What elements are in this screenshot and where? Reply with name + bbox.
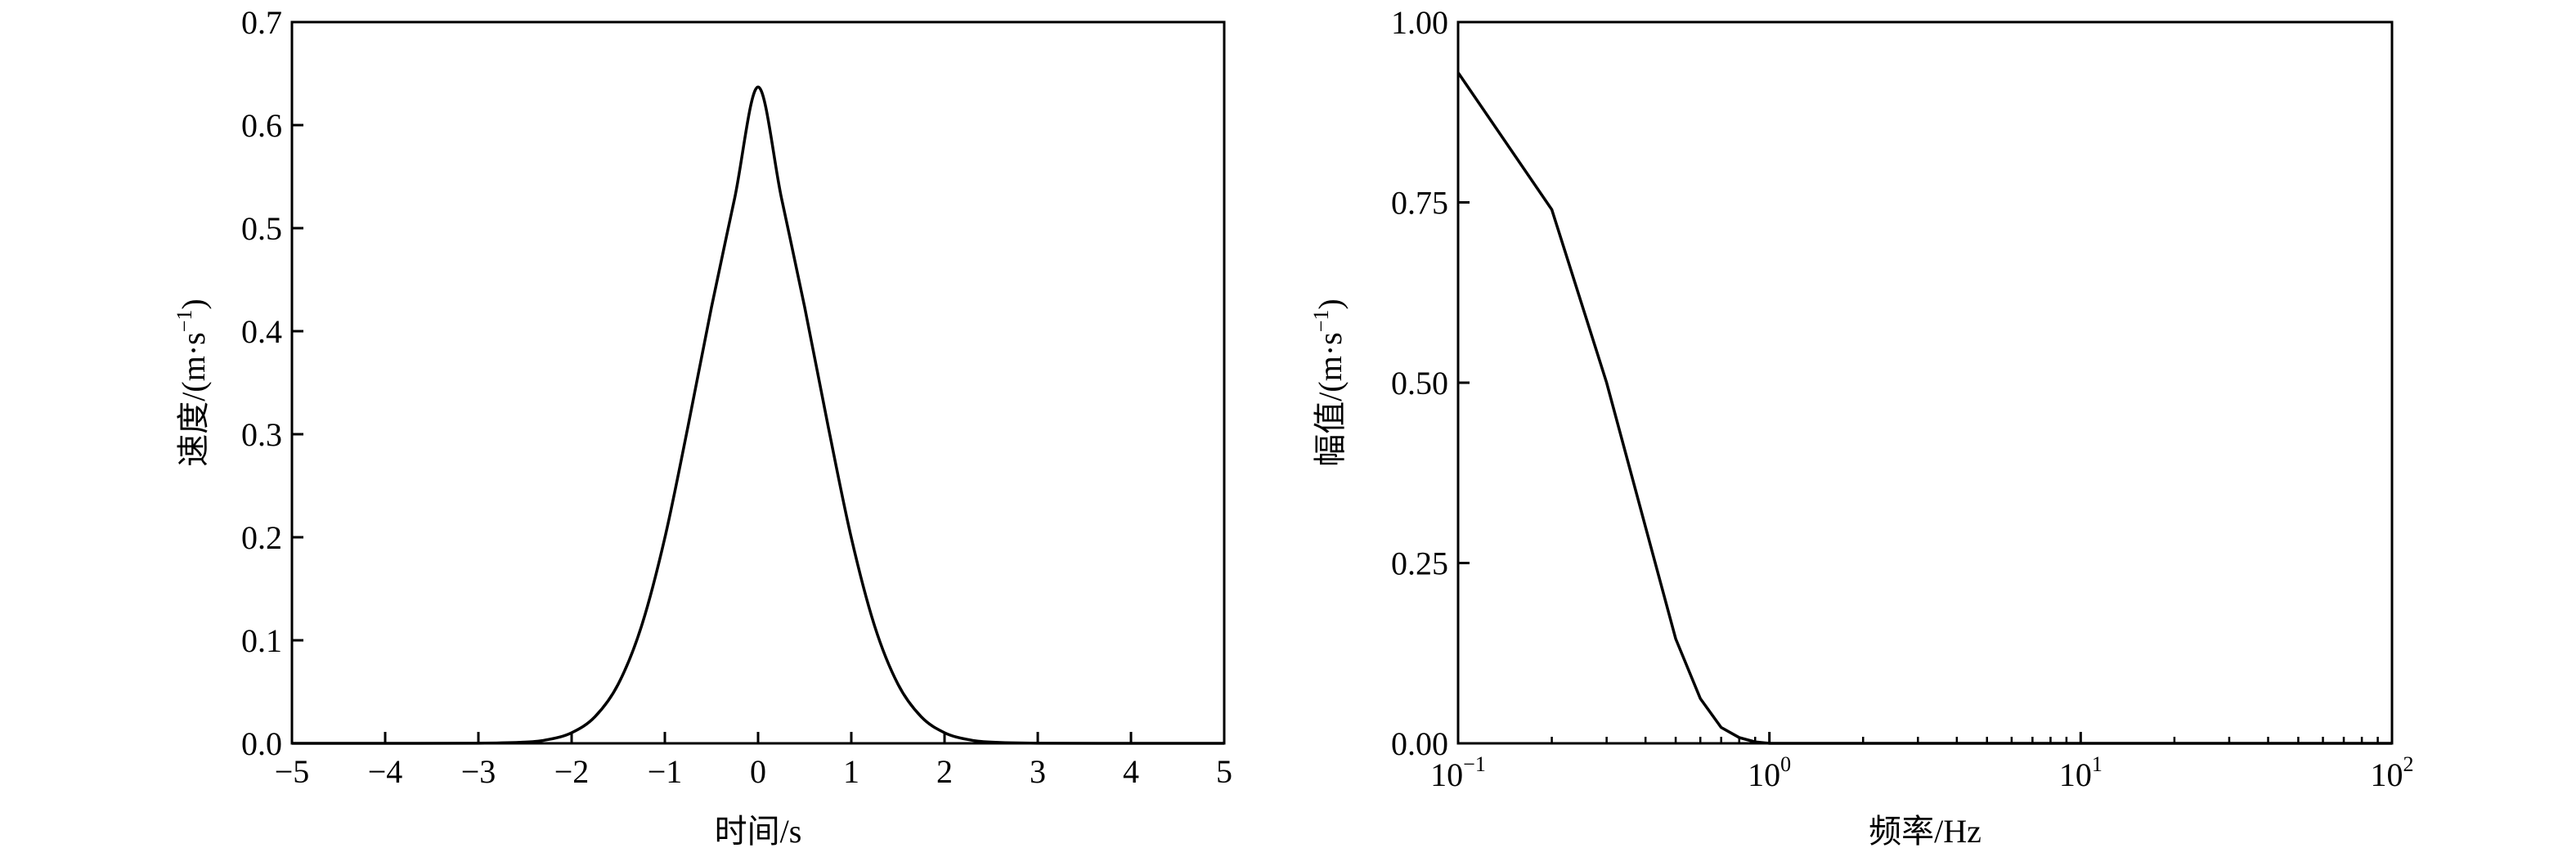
y-tick-label: 0.4	[241, 313, 282, 350]
y-axis: 0.00 0.25 0.50 0.75 1.00	[1391, 4, 1470, 762]
x-axis: 10−1 100 101 102	[1430, 732, 2414, 793]
x-tick-label: 5	[1216, 753, 1232, 790]
x-axis-label: 频率/Hz	[1869, 813, 1981, 850]
y-axis-label: 速度/(m·s−1)	[173, 298, 212, 466]
y-tick-label: 0.50	[1391, 365, 1448, 402]
y-tick-label: 0.3	[241, 416, 282, 453]
plot-frame	[1456, 20, 2394, 745]
y-axis-label-close: )	[175, 298, 212, 309]
x-tick-label: −1	[648, 753, 683, 790]
x-tick-label: −3	[461, 753, 496, 790]
x-tick-label: 0	[750, 753, 766, 790]
x-axis: −5 −4 −3 −2 −1 0 1 2 3 4 5	[275, 732, 1232, 790]
y-tick-label: 0.1	[241, 622, 282, 659]
x-tick-label: −4	[368, 753, 403, 790]
y-tick-label: 0.75	[1391, 185, 1448, 222]
velocity-series-line	[291, 85, 1225, 745]
y-tick-label: 0.25	[1391, 545, 1448, 582]
x-tick-label: −5	[275, 753, 310, 790]
y-tick-label: 0.7	[241, 4, 282, 41]
x-tick-label: 101	[2059, 752, 2103, 793]
amplitude-frequency-chart: 10−1 100 101 102 0.00 0.25 0.50 0.75 1.00 频率/Hz…	[1309, 4, 2414, 850]
y-tick-label: 0.5	[241, 210, 282, 247]
x-tick-label: 3	[1030, 753, 1046, 790]
x-tick-label: −2	[554, 753, 590, 790]
y-axis-label-close: )	[1312, 298, 1349, 309]
y-axis-label: 幅值/(m·s−1)	[1309, 298, 1349, 466]
x-tick-label: 100	[1748, 752, 1791, 793]
y-axis-label-superscript: −1	[173, 310, 196, 333]
y-axis-label-superscript: −1	[1309, 310, 1333, 333]
plot-frame	[290, 20, 1226, 745]
y-tick-label: 0.0	[241, 725, 282, 762]
x-tick-label: 4	[1123, 753, 1139, 790]
x-tick-label: 1	[843, 753, 859, 790]
amplitude-series-line	[1456, 71, 2392, 745]
x-tick-label: 102	[2371, 752, 2414, 793]
y-tick-label: 0.2	[241, 519, 282, 556]
x-tick-label: 10−1	[1430, 752, 1486, 793]
y-tick-label: 1.00	[1391, 4, 1448, 41]
x-tick-label: 2	[936, 753, 953, 790]
y-axis: 0.0 0.1 0.2 0.3 0.4 0.5 0.6 0.7	[241, 4, 303, 762]
x-axis-label: 时间/s	[715, 813, 802, 850]
y-tick-label: 0.6	[241, 107, 282, 144]
y-tick-label: 0.00	[1391, 725, 1448, 762]
y-axis-label-main: 幅值/(m·s	[1312, 332, 1349, 466]
y-axis-label-main: 速度/(m·s	[175, 332, 212, 466]
velocity-time-chart: −5 −4 −3 −2 −1 0 1 2 3 4 5 0.00.10.20.30.40.50.60.…	[173, 4, 1232, 850]
